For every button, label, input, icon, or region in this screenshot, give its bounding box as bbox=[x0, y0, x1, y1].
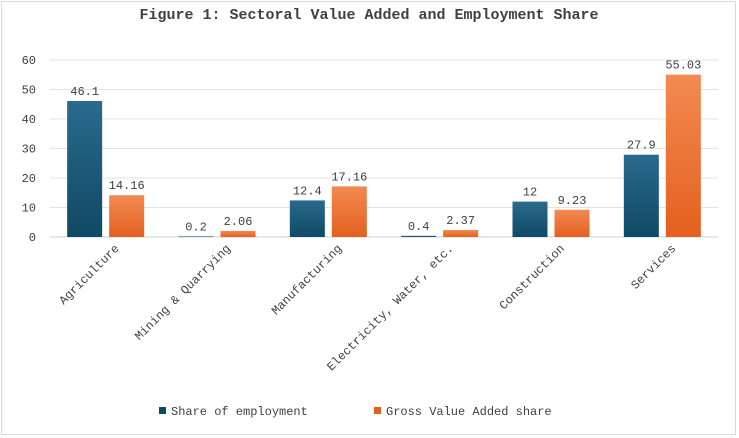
legend-swatch bbox=[374, 407, 381, 414]
y-tick-label: 60 bbox=[22, 54, 36, 68]
x-tick-label: Agriculture bbox=[57, 242, 123, 308]
y-tick-label: 0 bbox=[29, 231, 36, 245]
data-label: 12.4 bbox=[293, 184, 322, 198]
bar-employment bbox=[401, 235, 437, 237]
y-tick-label: 40 bbox=[22, 113, 36, 127]
bar-gva bbox=[665, 74, 701, 237]
bar-employment bbox=[178, 236, 214, 237]
legend-label: Gross Value Added share bbox=[386, 405, 552, 419]
chart-title: Figure 1: Sectoral Value Added and Emplo… bbox=[139, 7, 598, 24]
bar-gva bbox=[220, 230, 256, 237]
x-tick-label: Services bbox=[629, 242, 680, 293]
bar-employment bbox=[67, 101, 103, 237]
y-tick-label: 50 bbox=[22, 84, 36, 98]
bar-gva bbox=[109, 195, 145, 237]
data-label: 55.03 bbox=[665, 59, 701, 73]
bar-gva bbox=[554, 209, 590, 237]
data-label: 2.06 bbox=[224, 215, 253, 229]
legend-label: Share of employment bbox=[171, 405, 308, 419]
data-label: 0.4 bbox=[408, 220, 430, 234]
legend: Share of employment Gross Value Added sha… bbox=[159, 405, 552, 419]
x-tick-label: Manufacturing bbox=[269, 242, 345, 318]
bar-gva bbox=[331, 186, 367, 237]
bar-employment bbox=[512, 201, 548, 237]
data-label: 14.16 bbox=[109, 179, 145, 193]
data-label: 17.16 bbox=[331, 170, 367, 184]
bar-employment bbox=[289, 200, 325, 237]
bar-gva bbox=[443, 230, 479, 237]
bars bbox=[67, 74, 701, 237]
y-axis: 0 10 20 30 40 50 60 bbox=[22, 54, 36, 245]
x-tick-label: Mining & Quarrying bbox=[132, 242, 234, 344]
data-label: 2.37 bbox=[446, 214, 475, 228]
data-labels: 46.1 14.16 0.2 2.06 12.4 17.16 0.4 2.37 12 9.23 27… bbox=[70, 59, 701, 235]
y-tick-label: 20 bbox=[22, 172, 36, 186]
data-label: 46.1 bbox=[70, 85, 99, 99]
y-tick-label: 30 bbox=[22, 143, 36, 157]
x-tick-label: Electricity, Water, etc. bbox=[324, 242, 456, 374]
x-tick-label: Construction bbox=[497, 242, 568, 313]
data-label: 12 bbox=[523, 186, 537, 200]
data-label: 0.2 bbox=[185, 220, 207, 234]
bar-employment bbox=[623, 154, 659, 237]
data-label: 27.9 bbox=[627, 139, 656, 153]
data-label: 9.23 bbox=[558, 194, 587, 208]
gridlines bbox=[50, 59, 718, 238]
x-axis: Agriculture Mining & Quarrying Manufacturi… bbox=[57, 242, 680, 374]
y-tick-label: 10 bbox=[22, 202, 36, 216]
legend-swatch bbox=[159, 407, 166, 414]
